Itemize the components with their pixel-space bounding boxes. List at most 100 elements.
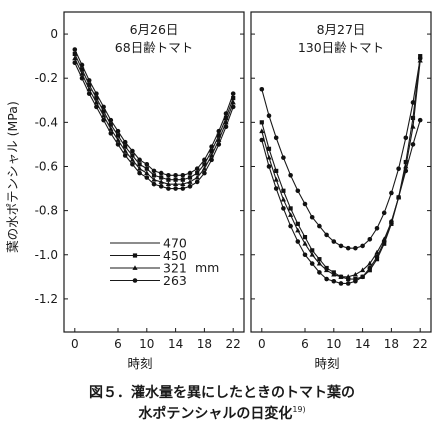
data-point	[87, 82, 92, 87]
panel-2: 0 6 10 14 18 22 時刻 8月27日 130日齢トマト	[250, 11, 432, 371]
data-point	[115, 128, 121, 134]
data-point	[417, 57, 423, 63]
x-tick-label: 6	[301, 337, 309, 351]
x-tick-label: 18	[384, 337, 399, 351]
x-tick-label: 0	[71, 337, 79, 351]
data-point	[331, 239, 337, 244]
data-point	[123, 144, 128, 149]
data-point	[151, 173, 157, 178]
data-point	[266, 146, 272, 151]
y-tick-label: -0.2	[35, 71, 58, 85]
data-point	[367, 265, 373, 271]
data-point	[410, 115, 416, 121]
data-point	[273, 135, 279, 141]
data-point	[374, 225, 380, 231]
data-point	[165, 181, 171, 187]
data-point	[281, 206, 286, 211]
panel-title-age: 130日齢トマト	[298, 40, 384, 55]
legend-marker	[132, 253, 138, 258]
data-point	[94, 95, 99, 101]
data-point	[280, 196, 286, 202]
data-point	[108, 126, 114, 131]
data-point	[317, 270, 322, 275]
legend-entry-263: 263	[110, 273, 187, 288]
figure-caption-line1: 図５．灌水量を異にしたときのトマト葉の	[89, 385, 355, 401]
data-point	[316, 260, 322, 266]
data-point	[180, 186, 186, 191]
data-point	[209, 148, 214, 154]
data-point	[338, 274, 344, 279]
data-point	[345, 245, 351, 251]
x-tick-label: 6	[114, 337, 122, 351]
series-321	[72, 55, 236, 187]
data-point	[144, 161, 150, 167]
data-point	[281, 155, 286, 160]
legend-marker	[132, 265, 138, 270]
panel-frame	[63, 11, 245, 333]
data-point	[266, 113, 272, 119]
data-point	[187, 175, 193, 180]
series-263	[259, 117, 423, 286]
data-point	[202, 170, 207, 176]
data-point	[79, 67, 85, 72]
data-point	[201, 165, 207, 171]
data-point	[317, 257, 322, 262]
data-point	[130, 161, 135, 167]
data-point	[410, 142, 416, 147]
legend-label: 263	[163, 273, 187, 288]
panel-title-date: 6月26日	[130, 22, 179, 37]
data-point	[317, 223, 322, 229]
x-tick-label: 22	[413, 337, 428, 351]
data-point	[115, 142, 121, 147]
y-tick-label: -0.6	[35, 159, 58, 173]
data-point	[302, 235, 308, 240]
data-point	[353, 245, 358, 251]
data-point	[403, 168, 409, 174]
data-point	[122, 153, 128, 158]
data-point	[259, 137, 265, 143]
data-point	[281, 188, 286, 193]
x-tick-label: 18	[197, 337, 212, 351]
data-point	[374, 254, 380, 260]
data-point	[288, 206, 293, 211]
data-point	[173, 173, 178, 178]
data-point	[381, 210, 387, 216]
x-tick-label: 10	[326, 337, 341, 351]
data-point	[108, 131, 114, 136]
data-point	[324, 276, 329, 282]
data-point	[166, 173, 171, 178]
y-tick-label: -0.4	[35, 115, 58, 129]
series-line	[74, 49, 234, 176]
data-point	[381, 239, 387, 244]
data-point	[173, 181, 179, 187]
data-point	[345, 274, 351, 279]
data-point	[187, 184, 193, 189]
data-point	[353, 278, 358, 284]
series-line	[74, 58, 234, 185]
data-point	[396, 166, 401, 171]
data-point	[309, 251, 315, 257]
data-point	[302, 201, 308, 207]
data-point	[195, 171, 200, 176]
figure-caption-line2-text: 水ポテンシャルの日変化	[138, 406, 293, 422]
data-point	[295, 188, 301, 194]
panel-title-date: 8月27日	[317, 22, 366, 37]
data-point	[310, 248, 315, 253]
data-point	[144, 175, 150, 180]
data-point	[346, 276, 351, 282]
series-470	[72, 47, 236, 178]
data-point	[115, 133, 121, 138]
data-point	[94, 104, 99, 110]
data-point	[295, 227, 301, 233]
data-point	[216, 133, 221, 138]
data-point	[159, 175, 164, 180]
data-point	[194, 166, 200, 171]
data-point	[331, 278, 337, 284]
data-point	[288, 212, 294, 217]
data-point	[367, 260, 373, 266]
series-line	[261, 58, 421, 249]
data-point	[194, 179, 200, 185]
data-point	[166, 186, 171, 191]
